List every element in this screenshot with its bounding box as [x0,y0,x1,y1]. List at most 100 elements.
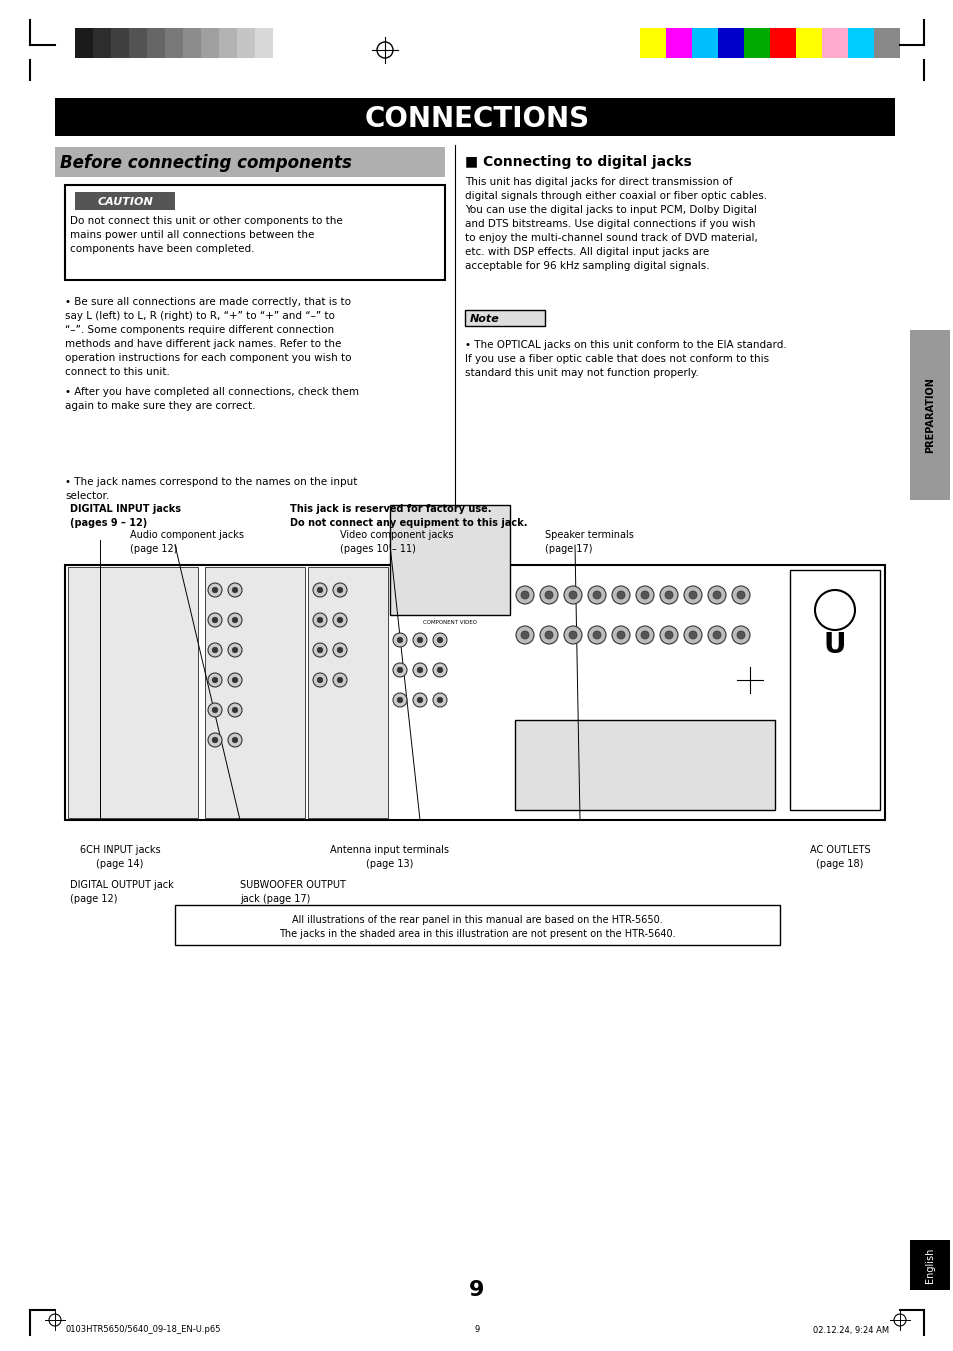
Circle shape [313,613,327,627]
Bar [795,28,821,58]
Circle shape [664,590,672,598]
Circle shape [416,667,422,673]
Circle shape [393,693,407,707]
Bar [847,28,873,58]
Circle shape [228,703,242,717]
Text: Speaker terminals
(page 17): Speaker terminals (page 17) [544,530,633,554]
Circle shape [568,590,577,598]
Circle shape [520,631,529,639]
Circle shape [688,590,697,598]
Text: CAUTION: CAUTION [97,197,152,207]
Circle shape [683,586,701,604]
Text: SUBWOOFER OUTPUT
jack (page 17): SUBWOOFER OUTPUT jack (page 17) [240,880,346,904]
Circle shape [316,617,322,623]
Text: This jack is reserved for factory use.
Do not connect any equipment to this jack: This jack is reserved for factory use. D… [290,504,527,528]
Bar [515,720,774,811]
Text: 9: 9 [469,1279,484,1300]
Bar [821,28,847,58]
Circle shape [232,707,237,713]
Text: DIGITAL OUTPUT jack
(page 12): DIGITAL OUTPUT jack (page 12) [70,880,173,904]
Bar [65,185,444,280]
Circle shape [636,626,654,644]
Circle shape [208,613,222,627]
Circle shape [563,586,581,604]
Circle shape [640,631,648,639]
Circle shape [612,586,629,604]
Circle shape [593,631,600,639]
Text: AC OUTLETS
(page 18): AC OUTLETS (page 18) [809,844,869,869]
Text: 6CH INPUT jacks
(page 14): 6CH INPUT jacks (page 14) [80,844,160,869]
Circle shape [731,626,749,644]
Circle shape [659,626,678,644]
Text: This unit has digital jacks for direct transmission of
digital signals through e: This unit has digital jacks for direct t… [464,177,766,272]
Circle shape [544,590,553,598]
Circle shape [232,588,237,593]
Circle shape [731,586,749,604]
Text: Do not connect this unit or other components to the
mains power until all connec: Do not connect this unit or other compon… [70,216,342,254]
Circle shape [212,677,217,682]
Circle shape [212,588,217,593]
Bar [909,330,949,500]
Circle shape [413,693,427,707]
Text: Before connecting components: Before connecting components [60,154,352,172]
Bar [68,567,198,817]
Bar [174,905,780,944]
Circle shape [228,643,242,657]
Circle shape [228,673,242,688]
Bar [464,309,544,326]
Circle shape [208,673,222,688]
Circle shape [539,626,558,644]
Circle shape [393,663,407,677]
Circle shape [396,667,402,673]
Circle shape [228,584,242,597]
Circle shape [617,631,624,639]
Bar [718,28,743,58]
Circle shape [396,638,402,643]
Circle shape [636,586,654,604]
Circle shape [659,586,678,604]
Text: COMPONENT VIDEO: COMPONENT VIDEO [422,620,476,626]
Bar [55,99,894,136]
Circle shape [336,677,342,682]
Bar [743,28,769,58]
Bar [308,567,388,817]
Circle shape [707,626,725,644]
Circle shape [232,677,237,682]
Circle shape [232,738,237,743]
Circle shape [413,663,427,677]
Circle shape [228,734,242,747]
Text: CONNECTIONS: CONNECTIONS [364,105,589,132]
Bar [147,28,165,58]
Bar [639,28,665,58]
Circle shape [333,673,347,688]
Circle shape [587,586,605,604]
Circle shape [416,638,422,643]
Text: DIGITAL INPUT jacks
(pages 9 – 12): DIGITAL INPUT jacks (pages 9 – 12) [70,504,181,528]
Circle shape [593,590,600,598]
Circle shape [544,631,553,639]
Circle shape [683,626,701,644]
Bar [789,570,879,811]
Text: U: U [822,631,845,659]
Bar [691,28,718,58]
Text: • The jack names correspond to the names on the input
selector.: • The jack names correspond to the names… [65,477,357,501]
Circle shape [433,663,447,677]
Circle shape [433,634,447,647]
Circle shape [516,586,534,604]
Bar [75,28,92,58]
Bar [55,147,444,177]
Circle shape [737,631,744,639]
Circle shape [208,584,222,597]
Circle shape [313,643,327,657]
Circle shape [208,643,222,657]
Text: Audio component jacks
(page 12): Audio component jacks (page 12) [130,530,244,554]
Bar [92,28,111,58]
Circle shape [336,617,342,623]
Circle shape [232,617,237,623]
Text: • The OPTICAL jacks on this unit conform to the EIA standard.
If you use a fiber: • The OPTICAL jacks on this unit conform… [464,340,786,378]
Text: Antenna input terminals
(page 13): Antenna input terminals (page 13) [330,844,449,869]
Text: • After you have completed all connections, check them
again to make sure they a: • After you have completed all connectio… [65,386,358,411]
Circle shape [688,631,697,639]
Bar [111,28,129,58]
Bar [665,28,691,58]
